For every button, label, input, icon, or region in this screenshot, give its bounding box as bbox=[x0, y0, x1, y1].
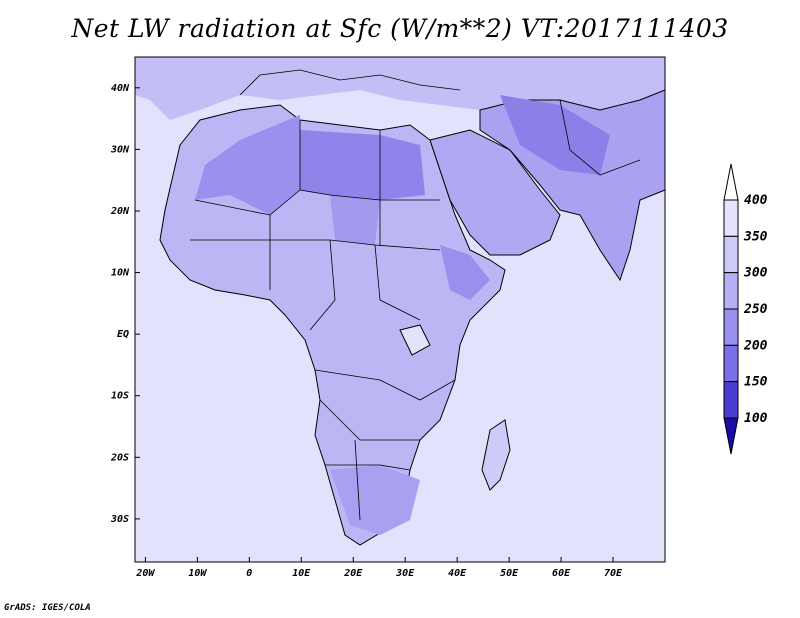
colorbar-label: 250 bbox=[743, 302, 768, 317]
lon-tick-label: 40E bbox=[448, 568, 467, 579]
longitude-axis: 20W 10W 0 10E 20E 30E 40E 50E 60E 70E bbox=[135, 557, 623, 579]
region-southern-africa bbox=[330, 465, 420, 535]
colorbar-label: 100 bbox=[744, 411, 768, 426]
lon-tick-label: 20W bbox=[135, 568, 155, 579]
lat-tick-label: 20S bbox=[110, 452, 129, 463]
colorbar-bottom-arrow bbox=[723, 417, 739, 455]
latitude-axis: 40N 30N 20N 10N EQ 10S 20S 30S bbox=[110, 83, 140, 525]
lat-tick-label: 20N bbox=[110, 206, 130, 217]
colorbar-segment bbox=[723, 272, 739, 310]
colorbar-label: 300 bbox=[743, 266, 768, 281]
lat-tick-label: EQ bbox=[117, 329, 129, 340]
lat-tick-label: 30S bbox=[110, 514, 129, 525]
colorbar-segment bbox=[723, 199, 739, 237]
colorbar: 400 350 300 250 200 150 100 bbox=[723, 163, 768, 455]
lon-tick-label: 10W bbox=[188, 568, 207, 579]
map-title: Net LW radiation at Sfc (W/m**2) VT:2017… bbox=[71, 14, 729, 43]
region-iran bbox=[500, 95, 610, 175]
lon-tick-label: 20E bbox=[343, 568, 363, 579]
colorbar-segment bbox=[723, 308, 739, 346]
country-borders bbox=[190, 69, 641, 521]
colorbar-segment bbox=[723, 344, 739, 383]
lon-tick-label: 50E bbox=[500, 568, 519, 579]
radiation-regions bbox=[195, 95, 610, 535]
lat-tick-label: 40N bbox=[111, 83, 130, 94]
plot-frame bbox=[134, 56, 666, 563]
colorbar-top-arrow bbox=[723, 163, 739, 201]
region-lake-victoria bbox=[399, 324, 431, 356]
region-libya-egypt bbox=[300, 130, 425, 200]
lon-tick-label: 0 bbox=[246, 568, 252, 579]
lat-tick-label: 30N bbox=[110, 144, 130, 155]
colorbar-segment bbox=[723, 381, 739, 419]
colorbar-label: 400 bbox=[744, 193, 768, 208]
land-area bbox=[135, 57, 666, 546]
lon-tick-label: 30E bbox=[395, 568, 415, 579]
lat-tick-label: 10N bbox=[111, 268, 130, 279]
credit-footer: GrADS: IGES/COLA bbox=[4, 603, 91, 613]
lon-tick-label: 60E bbox=[552, 568, 571, 579]
lon-tick-label: 70E bbox=[604, 568, 623, 579]
lon-tick-label: 10E bbox=[292, 568, 311, 579]
colorbar-label: 200 bbox=[743, 338, 768, 353]
colorbar-segment bbox=[723, 235, 739, 274]
region-sahara-west bbox=[195, 115, 300, 215]
colorbar-label: 350 bbox=[743, 229, 768, 244]
region-horn-africa bbox=[440, 245, 490, 300]
lat-tick-label: 10S bbox=[111, 391, 129, 402]
colorbar-label: 150 bbox=[744, 375, 768, 390]
region-niger bbox=[330, 195, 380, 245]
